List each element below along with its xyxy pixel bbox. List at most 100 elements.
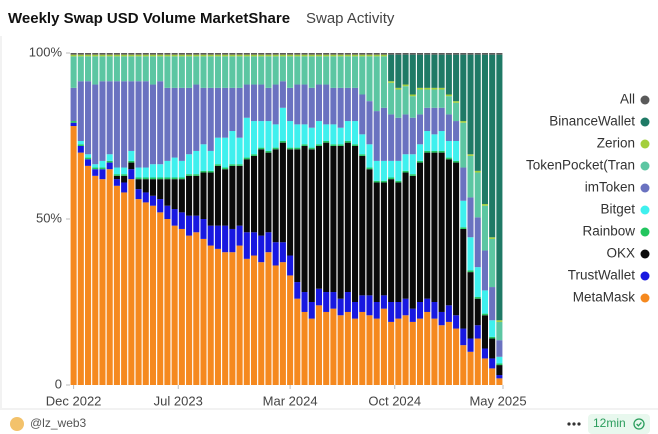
bar-segment [481, 315, 488, 349]
bar-segment [409, 96, 416, 118]
bar-segment [489, 54, 496, 238]
legend-label[interactable]: TrustWallet [568, 268, 636, 283]
bar-segment [113, 174, 120, 176]
bar-segment [308, 147, 315, 150]
bar-segment [380, 295, 387, 309]
bar-segment [85, 157, 92, 160]
bar-segment [142, 177, 149, 180]
legend-label[interactable]: Zerion [597, 136, 635, 151]
bar-segment [157, 199, 164, 213]
bar-segment [222, 53, 229, 55]
bar-segment [301, 84, 308, 125]
bar-segment [222, 137, 229, 168]
bar-segment [301, 292, 308, 312]
bar-segment [142, 81, 149, 168]
bar-segment [272, 56, 279, 85]
bar-segment [294, 124, 301, 148]
legend-label[interactable]: OKX [606, 246, 635, 261]
bar-segment [193, 53, 200, 55]
bar-segment [258, 147, 265, 150]
bar-segment [164, 179, 171, 206]
bar-segment [279, 242, 286, 263]
bar-segment [186, 235, 193, 385]
bar-segment [128, 54, 135, 57]
bar-segment [344, 142, 351, 293]
bar-segment [171, 157, 178, 178]
bar-segment [287, 53, 294, 55]
bar-segment [99, 54, 106, 57]
bar-segment [222, 169, 229, 226]
bar-segment [438, 150, 445, 153]
bar-segment [388, 81, 395, 83]
bar-segment [431, 134, 438, 151]
bar-segment [388, 160, 395, 178]
bar-segment [121, 175, 128, 183]
bar-segment [121, 56, 128, 82]
author[interactable]: @lz_web3 [30, 416, 87, 430]
bar-segment [272, 84, 279, 125]
bar-segment [258, 56, 265, 85]
bar-segment [142, 192, 149, 203]
bar-segment [424, 131, 431, 151]
bar-segment [496, 363, 503, 366]
bar-segment [200, 56, 207, 88]
bar-segment [265, 232, 272, 253]
more-menu[interactable] [567, 422, 581, 426]
bar-segment [409, 94, 416, 97]
bar-segment [344, 140, 351, 143]
bar-segment [106, 162, 113, 170]
bar-segment [236, 87, 243, 138]
bar-segment [373, 56, 380, 112]
bar-segment [395, 180, 402, 183]
bar-segment [92, 169, 99, 176]
bar-segment [171, 225, 178, 385]
bar-segment [258, 84, 265, 122]
bar-segment [157, 54, 164, 57]
bar-segment [308, 53, 315, 55]
bar-segment [222, 252, 229, 385]
legend-label[interactable]: imToken [585, 180, 635, 195]
legend-swatch [640, 95, 650, 105]
bar-segment [330, 144, 337, 146]
bar-segment [337, 127, 344, 145]
bar-segment [308, 87, 315, 128]
legend-label[interactable]: MetaMask [573, 290, 636, 305]
legend-label[interactable]: All [620, 92, 635, 107]
y-tick-label: 0 [55, 376, 62, 391]
bar-segment [402, 86, 409, 115]
bar-segment [344, 87, 351, 122]
y-tick-label: 50% [36, 210, 62, 225]
bar-segment [294, 149, 301, 283]
legend-label[interactable]: Rainbow [582, 224, 635, 239]
bar-segment [85, 165, 92, 385]
avatar[interactable] [10, 417, 24, 431]
legend-label[interactable]: Bitget [600, 202, 635, 217]
bar-segment [287, 275, 294, 385]
bar-segment [453, 102, 460, 122]
bar-segment [229, 56, 236, 88]
bar-segment [236, 225, 243, 246]
bar-segment [489, 238, 496, 288]
bar-segment [250, 121, 258, 155]
bar-segment [207, 245, 214, 385]
bar-segment [388, 177, 395, 180]
bar-segment [99, 81, 106, 161]
bar-segment [265, 53, 272, 55]
bar-segment [388, 302, 395, 322]
bar-segment [467, 154, 474, 156]
legend-swatch [640, 161, 650, 171]
bar-segment [366, 169, 373, 296]
bar-segment [416, 318, 424, 385]
legend-label[interactable]: BinanceWallet [549, 114, 635, 129]
bar-segment [352, 145, 359, 302]
bar-segment [337, 145, 344, 299]
bar-segment [323, 124, 330, 141]
bar-segment [352, 54, 359, 57]
legend-label[interactable]: TokenPocket(Tran [526, 158, 635, 173]
bar-segment [388, 82, 395, 115]
bar-segment [445, 54, 452, 95]
bar-segment [243, 117, 250, 158]
bar-segment [453, 162, 460, 316]
bar-segment [287, 121, 294, 148]
bar-segment [409, 154, 416, 175]
